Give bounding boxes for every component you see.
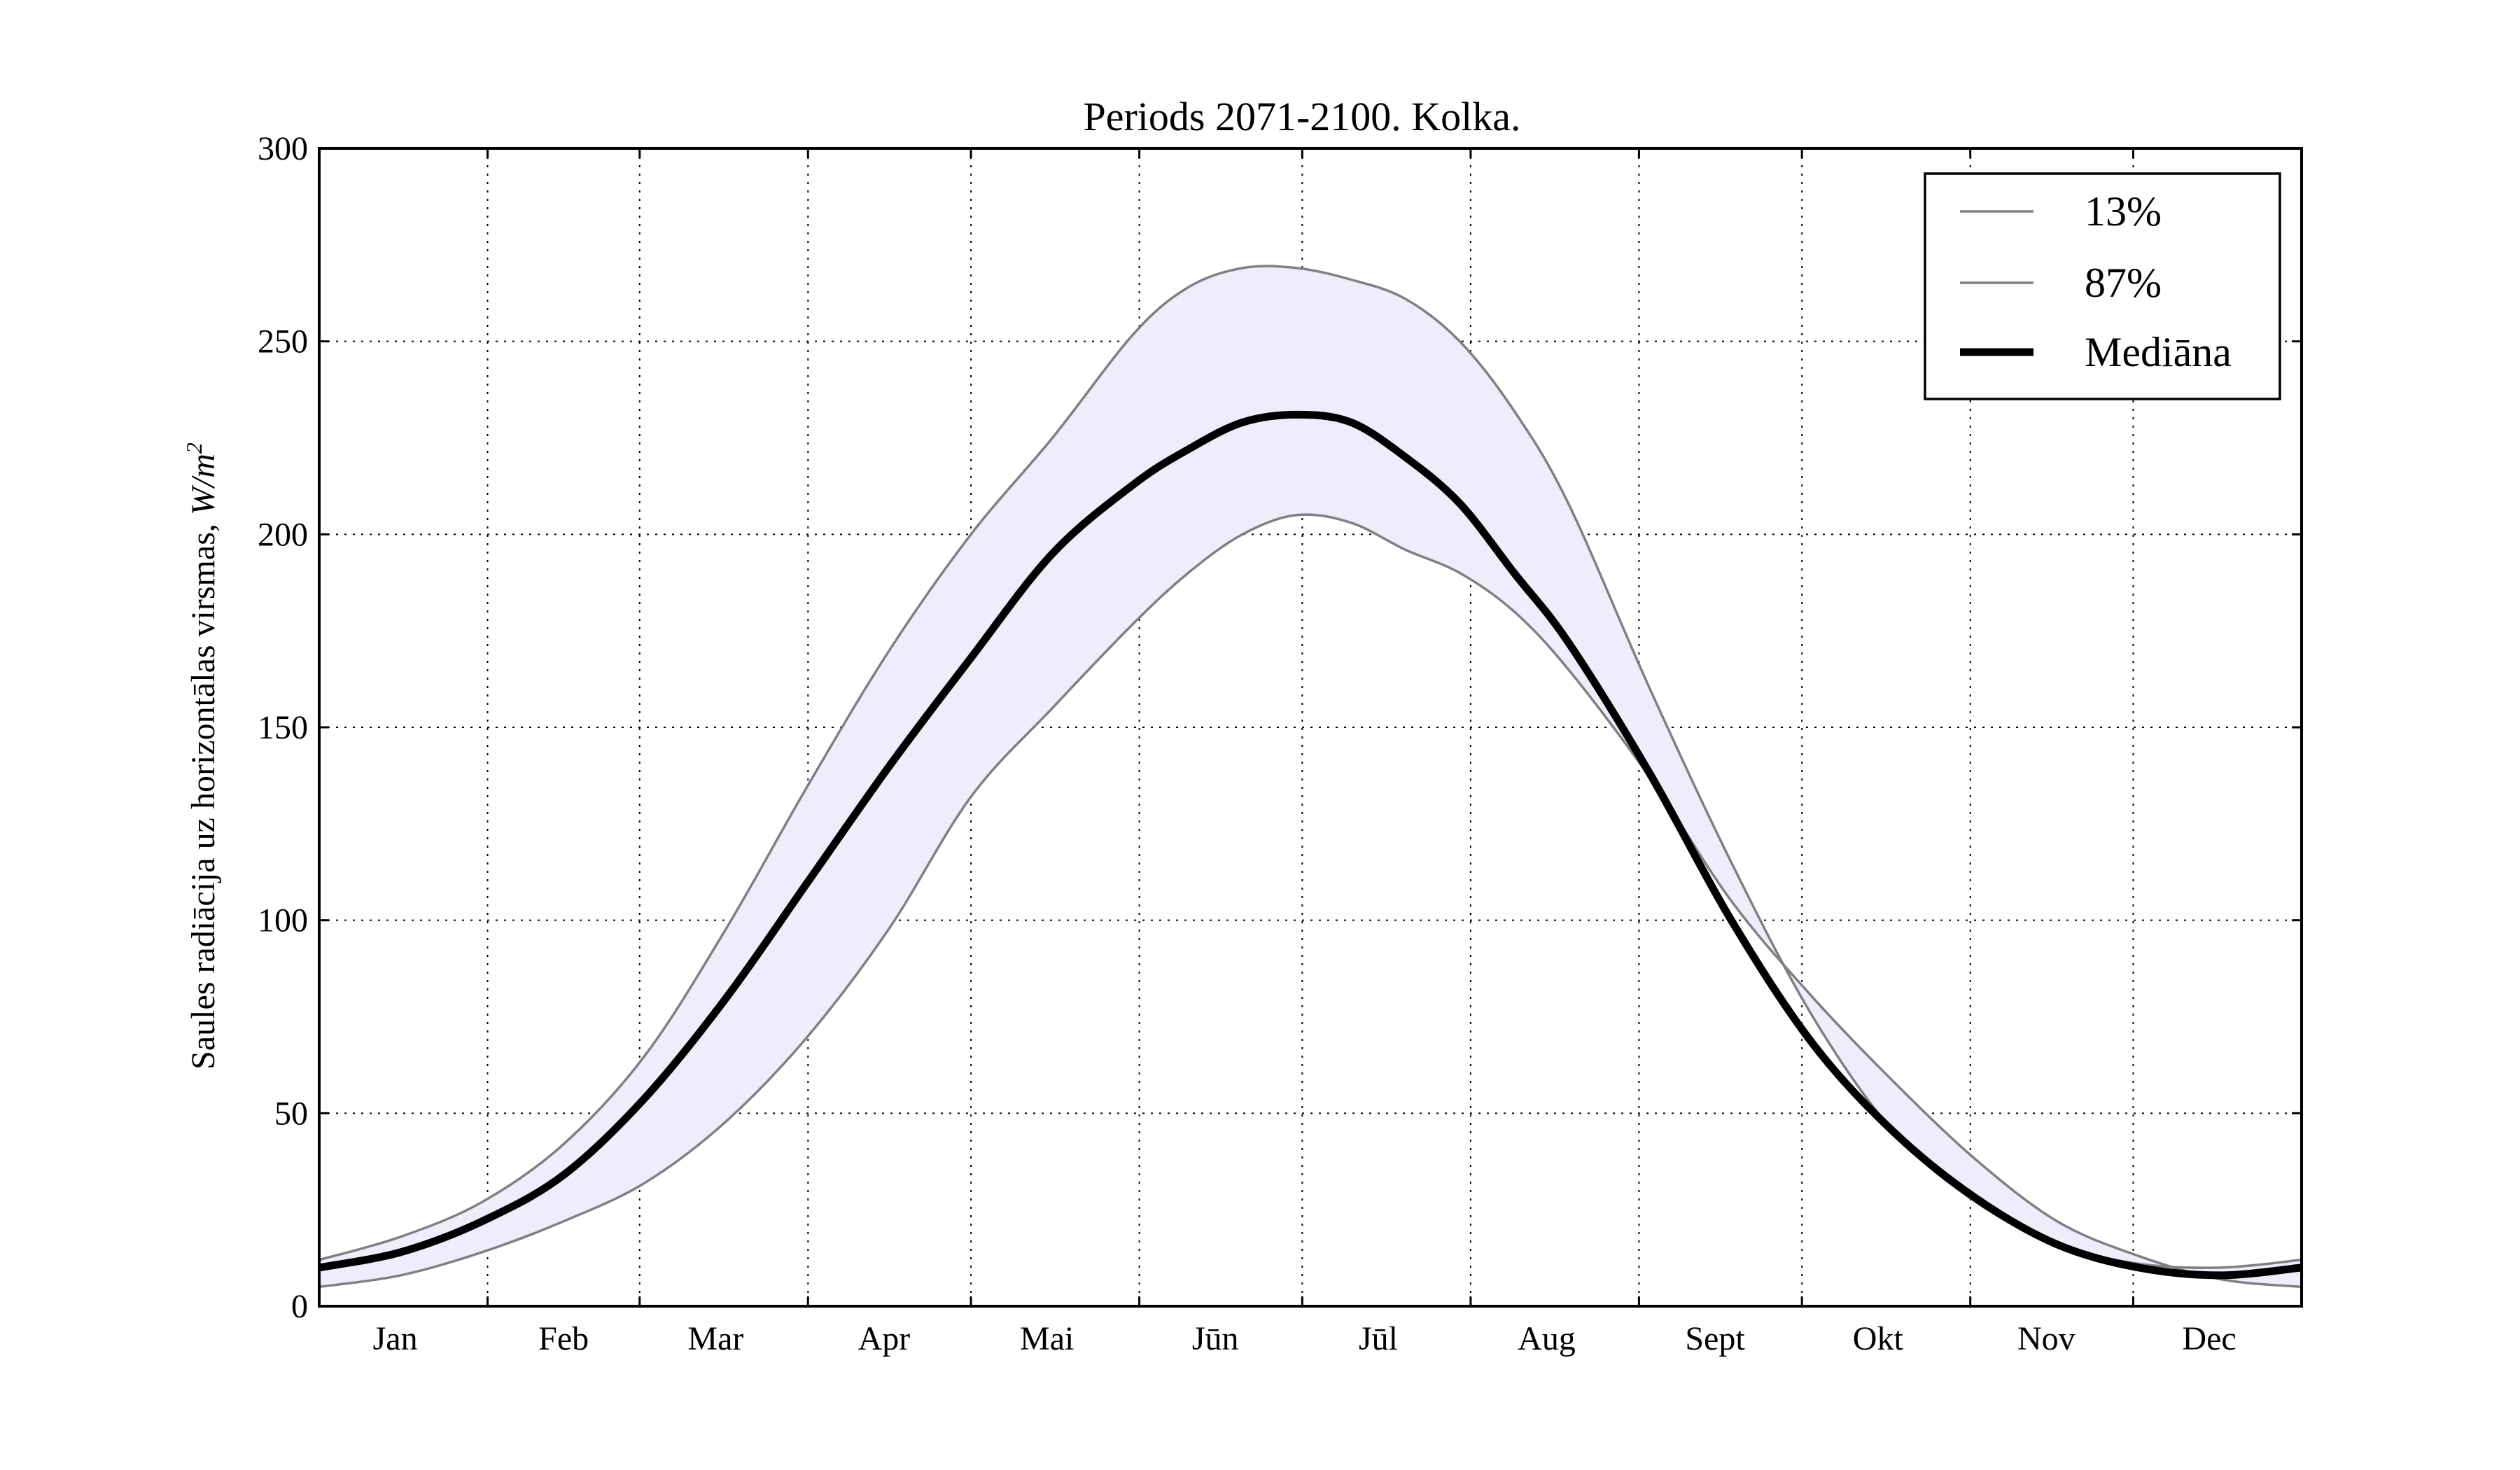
x-tick-label: Jūl [1359,1320,1398,1357]
x-tick-label: Nov [2017,1320,2076,1357]
legend-label-87: 87% [2085,260,2162,306]
x-tick-label: Jan [373,1320,418,1357]
x-tick-label: Mar [687,1320,743,1357]
x-tick-label: Apr [858,1320,911,1357]
y-tick-label: 50 [274,1095,308,1132]
legend: 13% 87% Mediāna [1924,172,2281,400]
y-tick-label: 300 [258,130,308,167]
y-axis-label-exponent: 2 [181,442,206,454]
plot-area [318,265,2302,1289]
series-line-13 [318,513,2302,1289]
x-tick-label: Mai [1020,1320,1074,1357]
y-tick-label: 100 [258,902,308,939]
y-axis-label-unit: W/m [185,454,222,515]
x-tick-label: Dec [2182,1320,2236,1357]
x-tick-label: Jūn [1192,1320,1239,1357]
x-tick-label: Aug [1518,1320,1576,1357]
chart-title: Periods 2071-2100. Kolka. [1083,94,1520,139]
legend-label-13: 13% [2085,188,2162,234]
y-tick-label: 150 [258,709,308,746]
tick-labels: 0 50 100 150 200 250 300 Jan Feb Mar Apr Mai Jūn Jūl A… [258,130,2236,1357]
axis-ticks [319,147,2302,1308]
series-line-median [318,410,2302,1280]
y-tick-label: 250 [258,323,308,360]
y-axis-label-text: Saules radiācija uz horizontālas virsmas… [185,515,222,1070]
legend-label-median: Mediāna [2085,329,2232,375]
y-tick-label: 0 [291,1288,308,1325]
percentile-band [319,266,2302,1287]
y-axis-label: Saules radiācija uz horizontālas virsmas… [181,442,222,1070]
y-tick-label: 200 [258,516,308,553]
x-tick-label: Okt [1853,1320,1904,1357]
x-tick-label: Feb [538,1320,589,1357]
x-tick-label: Sept [1685,1320,1745,1357]
